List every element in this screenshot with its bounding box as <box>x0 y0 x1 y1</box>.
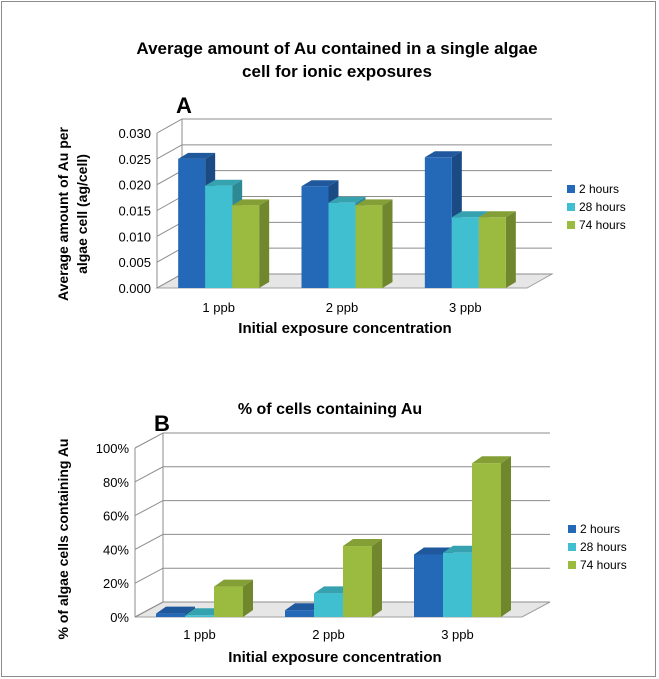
chart-1-ytick-label: 60% <box>103 509 129 524</box>
chart-0-legend-swatch <box>567 221 575 229</box>
chart-a-title-line1: Average amount of Au contained in a sing… <box>136 39 537 58</box>
chart-1-category-label: 3 ppb <box>441 627 474 642</box>
chart-0-category-label: 1 ppb <box>202 300 235 315</box>
chart-0-legend-swatch <box>567 185 575 193</box>
chart-0-bar-top <box>205 179 243 186</box>
chart-0-bar-top <box>478 211 516 218</box>
chart-1-bar-top <box>156 606 195 614</box>
chart-1-ytick-label: 20% <box>103 576 129 591</box>
chart-1-bar-28-hours-2-ppb <box>314 593 343 617</box>
panel-b-letter: B <box>154 411 170 436</box>
chart-a-title-line2: cell for ionic exposures <box>242 62 432 81</box>
chart-1-bar-top <box>343 539 382 547</box>
chart-1-bar-side <box>243 579 253 617</box>
chart-0-legend-label: 2 hours <box>579 182 619 196</box>
chart-0-legend-label: 74 hours <box>579 218 626 232</box>
chart-1-legend-label: 2 hours <box>580 522 620 536</box>
chart-1-bar-side <box>501 456 511 617</box>
chart-b-title: % of cells containing Au <box>238 401 422 418</box>
chart-0-ytick-label: 0.015 <box>118 204 151 219</box>
chart-1-bar-28-hours-1-ppb <box>185 615 214 617</box>
chart-a: 0.000 0.005 0.010 0.015 0.020 0.025 0.030 1 ppb… <box>118 118 626 315</box>
panel-a-letter: A <box>176 93 192 118</box>
chart-1-bar-side <box>372 539 382 617</box>
chart-0-bar-top <box>328 196 366 203</box>
chart-1-bar-top <box>472 456 511 464</box>
chart-1-category-label: 1 ppb <box>183 627 216 642</box>
chart-1-legend-label: 28 hours <box>580 540 627 554</box>
chart-a-ylabel-line1: Average amount of Au per <box>55 126 71 301</box>
chart-1-ytick-label: 80% <box>103 475 129 490</box>
chart-1-legend-label: 74 hours <box>580 558 627 572</box>
chart-0-bar-top <box>355 199 393 206</box>
chart-1-gridline <box>134 432 550 449</box>
chart-1-ytick-label: 100% <box>96 441 130 456</box>
chart-1-ytick-label: 40% <box>103 542 129 557</box>
chart-1-bar-74-hours-2-ppb <box>343 546 372 617</box>
chart-0-bar-28-hours-1-ppb <box>205 185 233 288</box>
chart-0-bar-74-hours-3-ppb <box>478 217 506 288</box>
chart-1-bar-74-hours-3-ppb <box>472 463 501 617</box>
chart-0-bar-74-hours-2-ppb <box>355 205 383 288</box>
chart-a-ylabel-line2: algae cell (ag/cell) <box>74 154 90 274</box>
chart-a-xlabel: Initial exposure concentration <box>238 320 451 337</box>
chart-0-category-label: 3 ppb <box>449 300 482 315</box>
chart-0-bar-side <box>505 211 516 288</box>
chart-1-bar-2-hours-2-ppb <box>285 610 314 617</box>
chart-1-bar-28-hours-3-ppb <box>443 552 472 617</box>
chart-1-legend-swatch <box>568 525 576 533</box>
chart-0-ytick-label: 0.025 <box>118 152 151 167</box>
chart-0-bar-top <box>301 180 339 187</box>
chart-b-ylabel: % of algae cells containing Au <box>55 439 71 640</box>
chart-0-bar-2-hours-2-ppb <box>301 186 329 288</box>
chart-0-bar-28-hours-3-ppb <box>451 217 479 288</box>
chart-0-ytick-label: 0.020 <box>118 178 151 193</box>
chart-1-bar-74-hours-1-ppb <box>214 586 243 617</box>
chart-0-ytick-label: 0.030 <box>118 126 151 141</box>
chart-0-bar-2-hours-1-ppb <box>178 158 206 288</box>
chart-0-ytick-label: 0.000 <box>118 281 151 296</box>
chart-0-bar-side <box>382 199 393 288</box>
chart-0-bar-top <box>178 152 216 159</box>
chart-0-bar-side <box>259 199 270 288</box>
chart-0-legend-swatch <box>567 203 575 211</box>
chart-1-bar-2-hours-3-ppb <box>414 554 443 617</box>
chart-0-ytick-label: 0.005 <box>118 255 151 270</box>
chart-1-ytick-label: 0% <box>110 610 129 625</box>
chart-1-bar-top <box>214 579 253 587</box>
chart-0-gridline <box>156 144 552 160</box>
chart-0-gridline <box>156 118 552 134</box>
chart-0-bar-74-hours-1-ppb <box>232 205 260 288</box>
chart-0-ytick-label: 0.010 <box>118 229 151 244</box>
chart-1-bar-2-hours-1-ppb <box>156 613 185 617</box>
chart-0-bar-top <box>232 199 270 206</box>
chart-1-legend-swatch <box>568 543 576 551</box>
chart-0-bar-top <box>424 151 462 158</box>
chart-0-bar-2-hours-3-ppb <box>424 157 452 288</box>
chart-1-legend-swatch <box>568 561 576 569</box>
chart-0-bar-top <box>451 211 489 218</box>
chart-0-bar-28-hours-2-ppb <box>328 202 356 288</box>
chart-0-category-label: 2 ppb <box>326 300 359 315</box>
chart-0-legend-label: 28 hours <box>579 200 626 214</box>
chart-b-xlabel: Initial exposure concentration <box>228 649 441 666</box>
chart-1-category-label: 2 ppb <box>312 627 345 642</box>
chart-b: 0% 20% 40% 60% 80% 100% 1 ppb 2 ppb 3 ppb 2 hours… <box>96 432 627 642</box>
